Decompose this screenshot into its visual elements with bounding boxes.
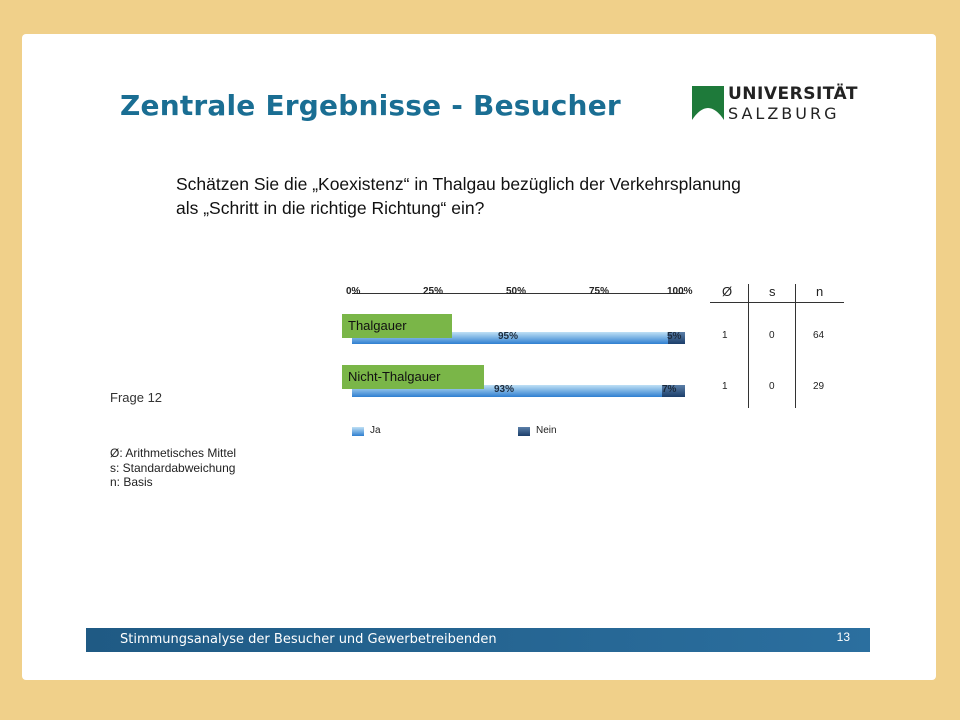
result-panel: 0% 25% 50% 75% 100% Ø s n Frage 12 95% 5… [102,274,852,496]
stat-mean: 1 [722,381,728,392]
survey-question: Schätzen Sie die „Koexistenz“ in Thalgau… [176,172,836,220]
logo-mark-icon [692,86,724,120]
page-number: 13 [836,630,850,644]
legend-swatch-ja [352,427,364,436]
question-line1: Schätzen Sie die „Koexistenz“ in Thalgau… [176,174,741,194]
scale-tick-label: 75% [589,286,610,297]
scale-axis [352,293,685,294]
slide-footer: Stimmungsanalyse der Besucher und Gewerb… [86,628,870,652]
slide: Zentrale Ergebnisse - Besucher UNIVERSIT… [22,34,936,680]
bar-label-nein: 5% [667,331,682,342]
university-logo: UNIVERSITÄT SALZBURG [692,84,858,124]
legend-label-nein: Nein [536,425,557,436]
stats-column-divider [748,284,749,408]
legend-label-ja: Ja [370,425,381,436]
scale-tick-label: 100% [667,286,693,297]
scale-tick-label: 50% [506,286,527,297]
question-line2: als „Schritt in die richtige Richtung“ e… [176,198,485,218]
group-label-nicht-thalgauer: Nicht-Thalgauer [342,365,484,389]
stat-mean: 1 [722,330,728,341]
slide-title: Zentrale Ergebnisse - Besucher [120,89,621,122]
stat-header-sd: s [769,284,776,299]
stat-sd: 0 [769,381,775,392]
stat-n: 64 [813,330,825,341]
stats-divider [710,302,844,303]
logo-line1: UNIVERSITÄT [728,84,858,104]
bar-label-nein: 7% [662,384,677,395]
bar-label-ja: 95% [498,331,519,342]
bar-nein-nicht-thalgauer [661,385,685,397]
note-sd: s: Standardabweichung [110,460,236,475]
note-n: n: Basis [110,475,153,489]
stat-sd: 0 [769,330,775,341]
question-number: Frage 12 [110,390,163,405]
stat-header-n: n [816,284,824,299]
legend-notes: Ø: Arithmetisches Mittel s: Standardabwe… [110,446,236,490]
group-label-thalgauer: Thalgauer [342,314,452,338]
note-mean: Ø: Arithmetisches Mittel [110,446,237,460]
stat-n: 29 [813,381,825,392]
stat-header-mean: Ø [722,284,733,299]
bar-label-ja: 93% [494,384,515,395]
logo-line2: SALZBURG [728,104,840,123]
scale-tick-label: 0% [346,286,361,297]
footer-text: Stimmungsanalyse der Besucher und Gewerb… [120,632,497,647]
bar-nein-thalgauer [668,332,685,344]
legend-swatch-nein [518,427,530,436]
stats-column-divider [795,284,796,408]
scale-tick-label: 25% [423,286,444,297]
